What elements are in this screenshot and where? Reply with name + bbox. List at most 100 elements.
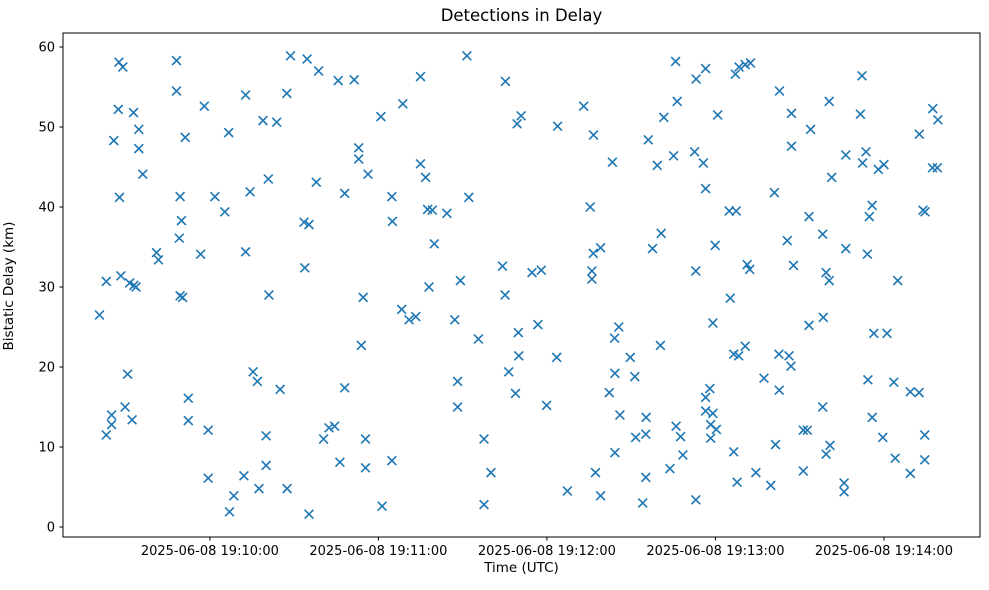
scatter-marker-x <box>640 429 651 440</box>
scatter-marker-x <box>700 183 711 194</box>
scatter-marker-x <box>429 238 440 249</box>
scatter-marker-x <box>415 71 426 82</box>
scatter-marker-x <box>655 340 666 351</box>
scatter-marker-x <box>578 101 589 112</box>
scatter-marker-x <box>183 393 194 404</box>
scatter-marker-x <box>824 96 835 107</box>
scatter-marker-x <box>248 366 259 377</box>
scatter-marker-x <box>798 466 809 476</box>
scatter-marker-x <box>131 282 141 292</box>
scatter-marker-x <box>176 215 187 226</box>
scatter-marker-x <box>888 377 899 388</box>
y-axis-label: Bistatic Delay (km) <box>1 221 17 351</box>
scatter-marker-x <box>920 206 930 217</box>
scatter-marker-x <box>932 162 943 173</box>
scatter-marker-x <box>101 430 112 440</box>
x-tick-label: 2025-06-08 19:11:00 <box>309 544 447 559</box>
scatter-marker-x <box>329 421 340 432</box>
scatter-marker-x <box>171 55 182 66</box>
scatter-marker-x <box>585 202 596 212</box>
scatter-marker-x <box>927 103 938 114</box>
scatter-marker-x <box>821 267 832 278</box>
scatter-marker-x <box>914 129 925 140</box>
scatter-marker-x <box>552 121 563 132</box>
scatter-marker-x <box>784 350 794 361</box>
scatter-marker-x <box>513 350 524 361</box>
scatter-marker-x <box>588 248 599 259</box>
y-tick-label: 40 <box>38 201 55 216</box>
scatter-marker-x <box>643 134 654 145</box>
scatter-marker-x <box>415 158 426 169</box>
scatter-marker-x <box>630 432 641 443</box>
scatter-marker-x <box>613 322 624 332</box>
scatter-marker-x <box>734 62 744 72</box>
scatter-marker-x <box>223 127 234 138</box>
scatter-marker-x <box>299 217 309 228</box>
scatter-marker-x <box>275 384 286 395</box>
scatter-marker-x <box>219 206 230 217</box>
scatter-marker-x <box>195 249 206 260</box>
scatter-marker-x <box>744 264 755 275</box>
scatter-marker-x <box>878 159 889 170</box>
scatter-marker-x <box>647 243 658 254</box>
scatter-marker-x <box>174 233 185 244</box>
scatter-marker-x <box>731 206 742 216</box>
scatter-marker-x <box>106 419 117 430</box>
scatter-marker-x <box>386 191 397 202</box>
scatter-marker-x <box>199 101 210 112</box>
scatter-marker-x <box>503 366 514 377</box>
scatter-marker-x <box>180 132 191 143</box>
scatter-marker-x <box>625 352 636 363</box>
scatter-marker-x <box>788 260 799 271</box>
scatter-marker-x <box>730 69 741 80</box>
scatter-marker-x <box>115 270 126 281</box>
x-tick-label: 2025-06-08 19:12:00 <box>478 544 616 559</box>
scatter-marker-x <box>862 374 873 385</box>
scatter-marker-x <box>271 117 282 128</box>
scatter-marker-x <box>424 282 434 292</box>
scatter-marker-x <box>786 361 796 372</box>
scatter-marker-x <box>175 191 186 202</box>
scatter-marker-x <box>890 453 901 464</box>
x-tick-label: 2025-06-08 19:14:00 <box>815 544 953 559</box>
scatter-marker-x <box>363 169 373 180</box>
scatter-marker-x <box>586 274 597 284</box>
scatter-marker-x <box>765 480 776 491</box>
scatter-marker-x <box>479 434 489 444</box>
scatter-marker-x <box>386 455 397 466</box>
scatter-marker-x <box>609 447 620 458</box>
scatter-marker-x <box>862 249 873 260</box>
scatter-marker-x <box>877 432 888 443</box>
scatter-marker-x <box>513 327 524 338</box>
scatter-marker-x <box>339 382 350 393</box>
scatter-points <box>94 50 943 520</box>
scatter-marker-x <box>786 141 797 152</box>
scatter-marker-x <box>640 472 651 483</box>
scatter-marker-x <box>668 150 679 161</box>
scatter-marker-x <box>302 54 313 64</box>
scatter-marker-x <box>857 70 867 81</box>
scatter-marker-x <box>595 242 606 253</box>
scatter-marker-x <box>375 111 386 122</box>
scatter-marker-x <box>128 107 139 118</box>
scatter-marker-x <box>261 460 272 471</box>
scatter-marker-x <box>839 478 850 488</box>
scatter-marker-x <box>117 62 128 72</box>
scatter-marker-x <box>377 501 388 512</box>
scatter-marker-x <box>802 425 813 436</box>
scatter-marker-x <box>839 486 850 497</box>
x-axis-ticks: 2025-06-08 19:10:00 2025-06-08 19:11:00 20… <box>141 537 953 559</box>
scatter-marker-x <box>360 462 371 473</box>
scatter-marker-x <box>804 320 814 331</box>
scatter-marker-x <box>671 421 682 432</box>
scatter-marker-x <box>209 191 220 202</box>
scatter-marker-x <box>825 440 835 451</box>
scatter-marker-x <box>867 200 878 211</box>
scatter-marker-x <box>855 109 866 120</box>
scatter-marker-x <box>590 467 601 478</box>
scatter-marker-x <box>672 96 683 107</box>
scatter-marker-x <box>240 246 251 257</box>
scatter-marker-x <box>114 192 125 203</box>
